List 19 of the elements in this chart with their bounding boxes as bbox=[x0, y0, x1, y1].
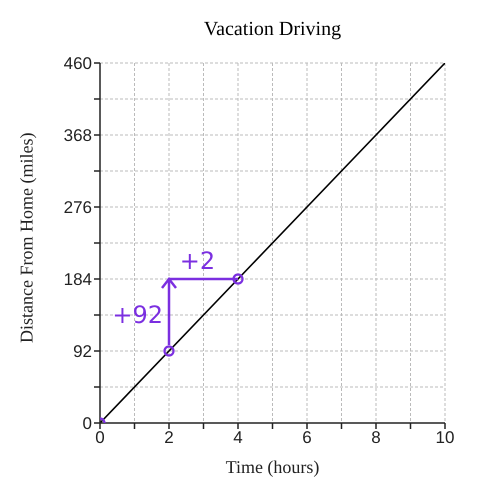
x-tick-label: 10 bbox=[436, 428, 454, 448]
y-tick-label: 184 bbox=[64, 270, 92, 290]
y-axis-title: Distance From Home (miles) bbox=[16, 132, 36, 343]
y-tick-label: 92 bbox=[73, 342, 92, 362]
annotation: +2 bbox=[180, 247, 216, 275]
x-tick-label: 8 bbox=[371, 428, 381, 448]
y-tick-label: 0 bbox=[82, 414, 92, 434]
chart-title: Vacation Driving bbox=[202, 18, 342, 41]
y-tick-label: 276 bbox=[64, 198, 92, 218]
x-tick-label: 6 bbox=[302, 428, 312, 448]
y-tick-label: 368 bbox=[64, 126, 92, 146]
x-tick-label: 0 bbox=[95, 428, 105, 448]
point bbox=[232, 273, 244, 285]
x-tick-label: 2 bbox=[164, 428, 174, 448]
point bbox=[163, 345, 175, 357]
annotation: +92 bbox=[112, 301, 163, 329]
x-axis-title: Time (hours) bbox=[226, 457, 320, 477]
y-tick-label: 460 bbox=[64, 54, 92, 74]
x-tick-label: 4 bbox=[233, 428, 243, 448]
